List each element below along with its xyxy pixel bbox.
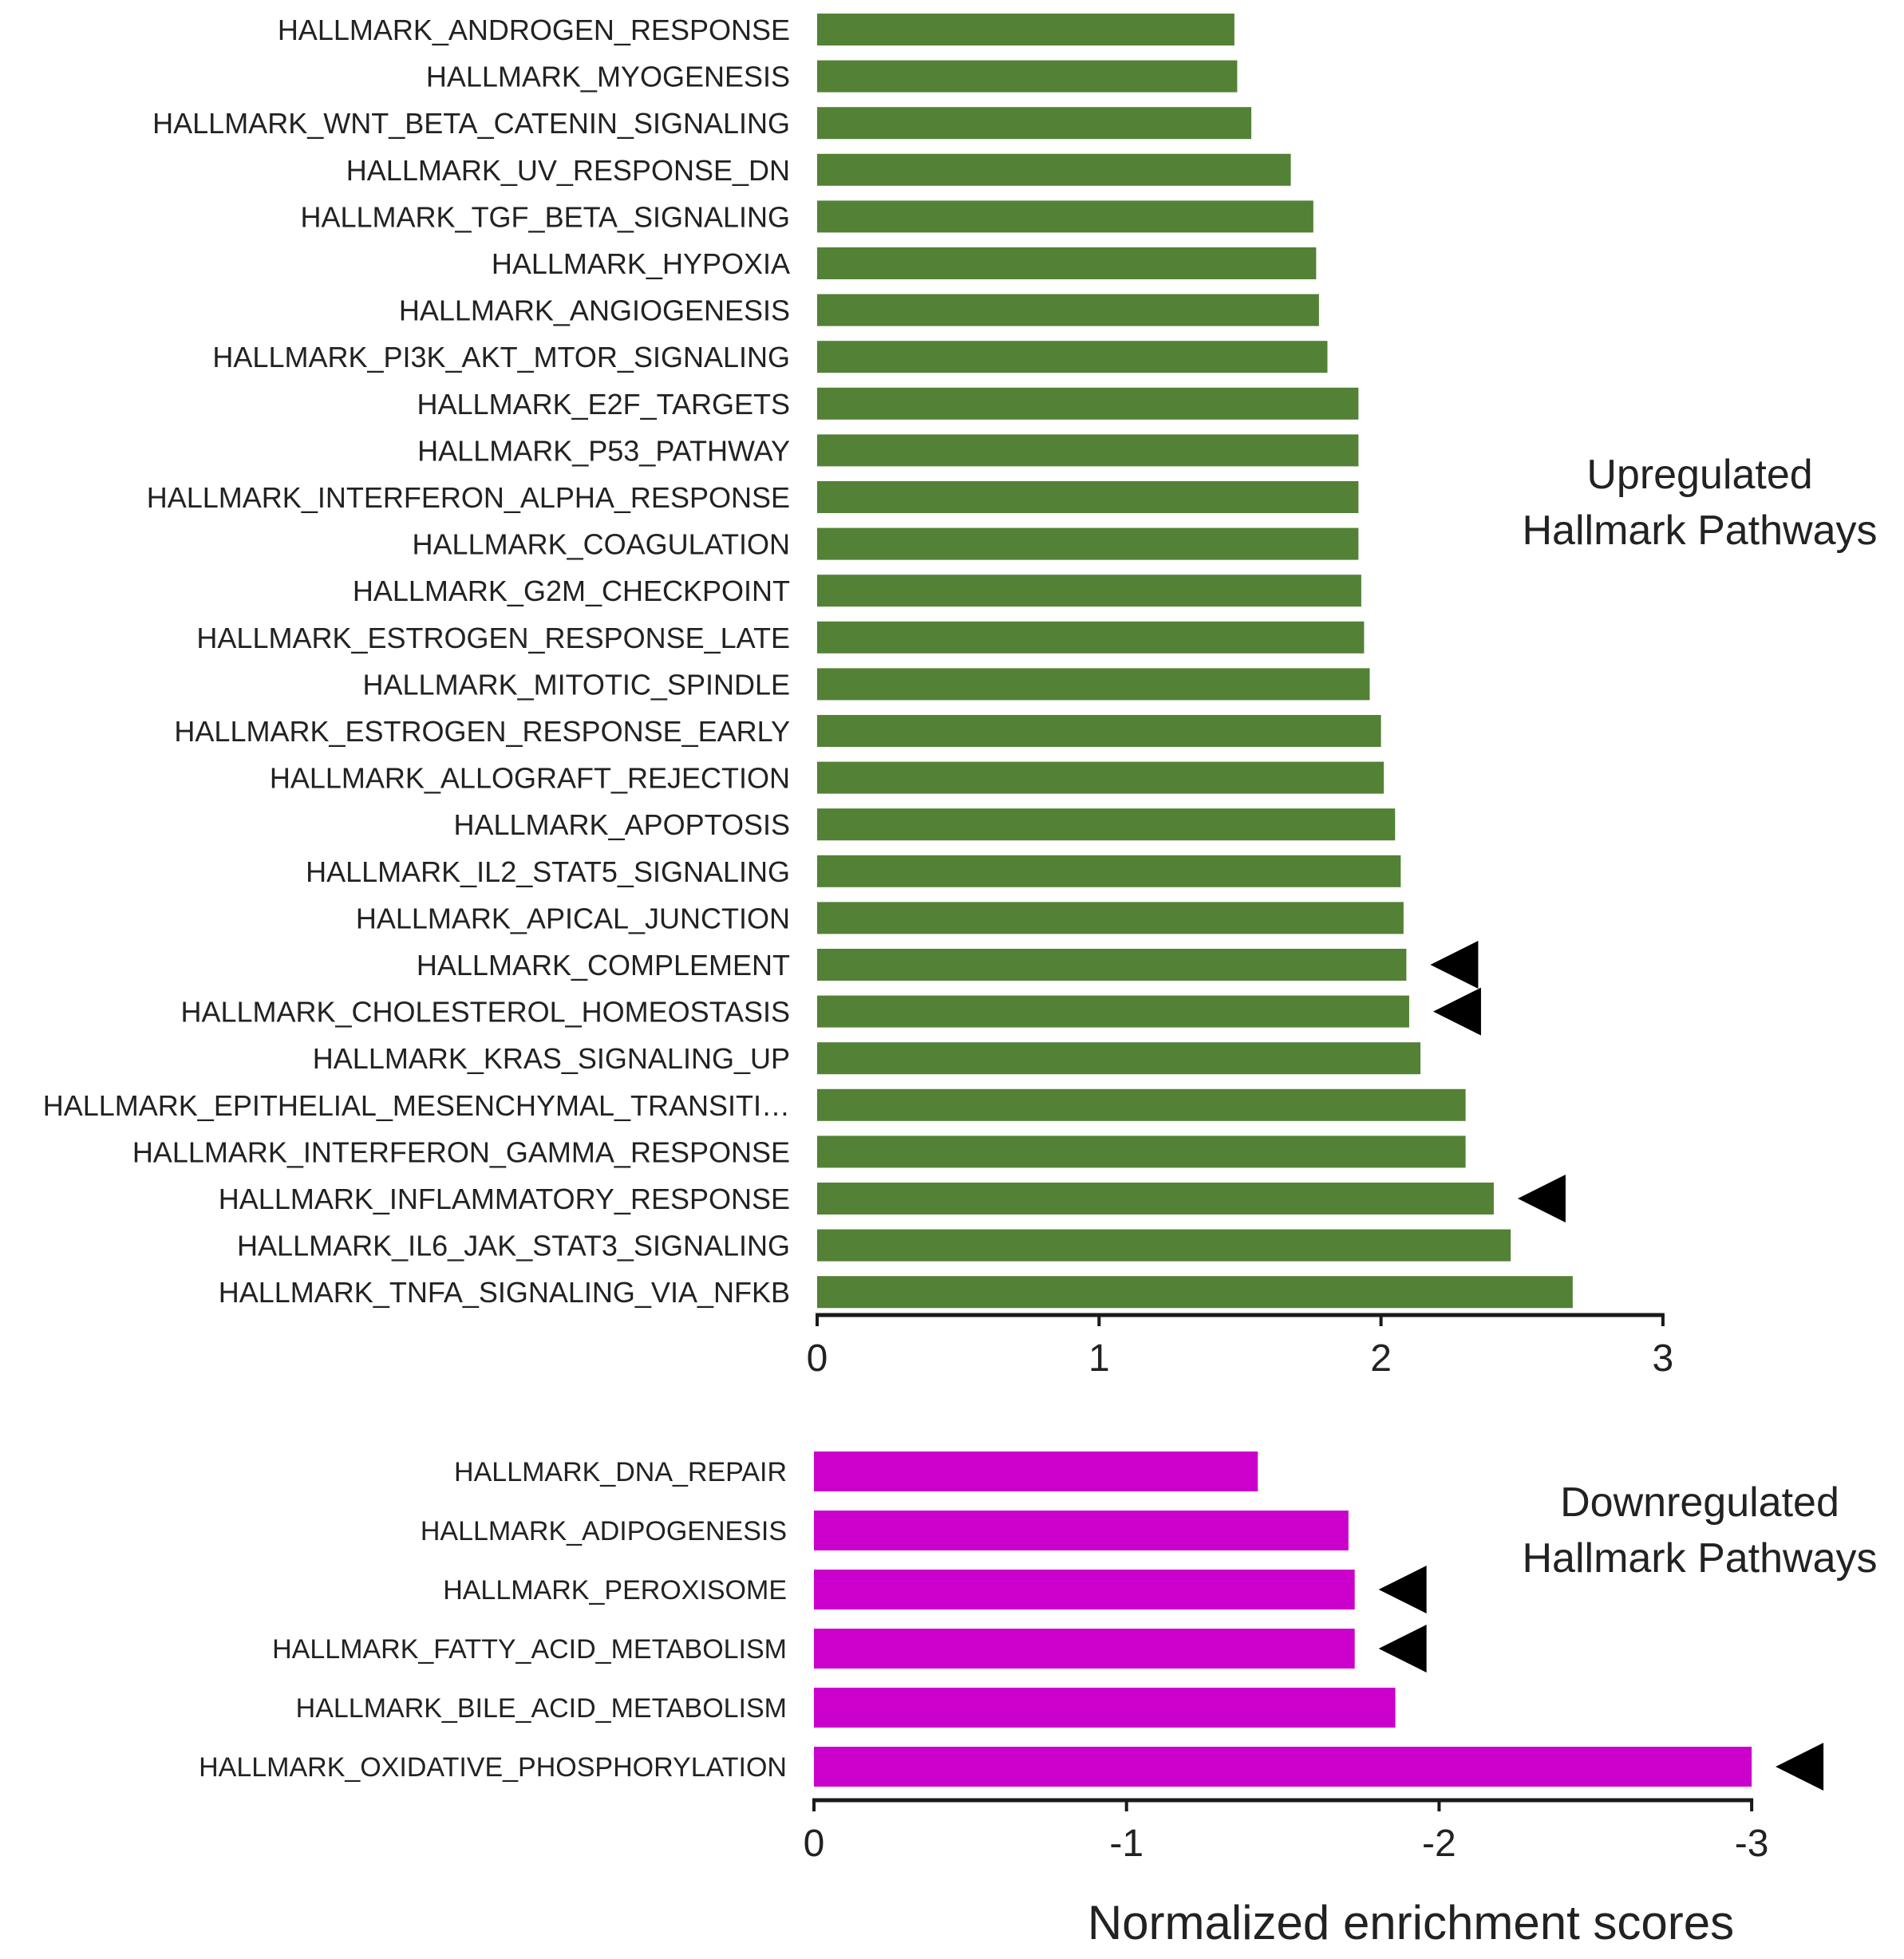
up-category-label: HALLMARK_INTERFERON_ALPHA_RESPONSE [147, 481, 790, 514]
down-bar-hallmark-oxidative-phosphorylation [814, 1747, 1752, 1787]
up-bar-hallmark-inflammatory-response [817, 1183, 1494, 1215]
up-bar-hallmark-coagulation [817, 527, 1359, 560]
up-category-label: HALLMARK_P53_PATHWAY [417, 434, 790, 467]
down-x-tick-label: 0 [804, 1823, 825, 1865]
up-category-label: HALLMARK_IL6_JAK_STAT3_SIGNALING [237, 1230, 790, 1262]
up-highlight-marker-hallmark-cholesterol-homeostasis [1432, 987, 1481, 1036]
up-category-label: HALLMARK_TNFA_SIGNALING_VIA_NFKB [219, 1276, 790, 1309]
up-bar-hallmark-p53-pathway [817, 434, 1359, 467]
up-bar-hallmark-wnt-beta-catenin-signaling [817, 107, 1252, 140]
up-category-label: HALLMARK_ANGIOGENESIS [399, 294, 790, 327]
down-bar-hallmark-adipogenesis [814, 1511, 1349, 1550]
down-category-label: HALLMARK_DNA_REPAIR [454, 1457, 787, 1487]
up-category-label: HALLMARK_COMPLEMENT [417, 949, 790, 981]
down-category-label: HALLMARK_PEROXISOME [443, 1575, 787, 1606]
down-category-label: HALLMARK_OXIDATIVE_PHOSPHORYLATION [199, 1752, 787, 1783]
up-bar-hallmark-apoptosis [817, 808, 1396, 841]
up-bar-hallmark-tgf-beta-signaling [817, 200, 1313, 233]
downregulated-title-line-2: Hallmark Pathways [1522, 1535, 1877, 1582]
up-category-label: HALLMARK_MYOGENESIS [426, 61, 790, 93]
up-category-label: HALLMARK_ESTROGEN_RESPONSE_EARLY [174, 715, 790, 748]
up-x-tick-label: 1 [1088, 1337, 1110, 1380]
up-x-tick-label: 0 [807, 1337, 828, 1380]
downregulated-title-line-1: Downregulated [1560, 1479, 1839, 1526]
up-category-label: HALLMARK_COAGULATION [413, 528, 790, 561]
up-bar-hallmark-estrogen-response-early [817, 715, 1381, 747]
down-highlight-marker-hallmark-oxidative-phosphorylation [1776, 1743, 1824, 1791]
up-category-label: HALLMARK_WNT_BETA_CATENIN_SIGNALING [152, 107, 790, 140]
up-bar-hallmark-g2m-checkpoint [817, 575, 1361, 607]
up-category-label: HALLMARK_APICAL_JUNCTION [356, 902, 790, 934]
up-x-tick-label: 3 [1653, 1337, 1674, 1380]
up-bar-hallmark-uv-response-dn [817, 153, 1291, 186]
up-bar-hallmark-complement [817, 949, 1407, 981]
upregulated-title-line-1: Upregulated [1586, 452, 1812, 498]
down-x-tick-label: -2 [1422, 1823, 1456, 1865]
down-category-label: HALLMARK_ADIPOGENESIS [421, 1516, 787, 1546]
up-category-label: HALLMARK_E2F_TARGETS [417, 388, 790, 421]
downregulated-panel: HALLMARK_DNA_REPAIR HALLMARK_ADIPOGENESIS… [199, 1451, 1824, 1865]
x-axis-title: Normalized enrichment scores [1088, 1896, 1734, 1949]
up-bar-hallmark-kras-signaling-up [817, 1042, 1421, 1075]
down-bar-hallmark-bile-acid-metabolism [814, 1688, 1396, 1728]
up-bar-hallmark-apical-junction [817, 902, 1404, 934]
up-bar-hallmark-tnfa-signaling-via-nfkb [817, 1276, 1573, 1309]
up-category-label: HALLMARK_G2M_CHECKPOINT [353, 575, 790, 607]
up-bar-hallmark-interferon-gamma-response [817, 1136, 1466, 1168]
up-category-label: HALLMARK_TGF_BETA_SIGNALING [300, 200, 790, 233]
up-bar-hallmark-epithelial-mesenchymal-transiti [817, 1088, 1466, 1121]
up-category-label: HALLMARK_ESTROGEN_RESPONSE_LATE [196, 622, 790, 654]
up-bar-hallmark-androgen-response [817, 14, 1234, 45]
upregulated-panel: HALLMARK_ANDROGEN_RESPONSE HALLMARK_MYOGE… [43, 14, 1674, 1380]
down-bar-hallmark-fatty-acid-metabolism [814, 1629, 1355, 1669]
up-bar-hallmark-il6-jak-stat3-signaling [817, 1229, 1511, 1262]
up-bar-hallmark-estrogen-response-late [817, 621, 1365, 654]
down-highlight-marker-hallmark-peroxisome [1378, 1566, 1427, 1613]
up-category-label: HALLMARK_ANDROGEN_RESPONSE [278, 14, 790, 46]
up-category-label: HALLMARK_IL2_STAT5_SIGNALING [306, 855, 790, 888]
up-highlight-marker-hallmark-complement [1430, 941, 1479, 989]
up-bar-hallmark-angiogenesis [817, 294, 1319, 326]
up-category-label: HALLMARK_PI3K_AKT_MTOR_SIGNALING [212, 341, 790, 373]
up-category-label: HALLMARK_CHOLESTEROL_HOMEOSTASIS [180, 996, 790, 1029]
up-bar-hallmark-hypoxia [817, 247, 1317, 279]
upregulated-title-line-2: Hallmark Pathways [1522, 508, 1877, 554]
up-x-tick-label: 2 [1370, 1337, 1392, 1380]
up-category-label: HALLMARK_EPITHELIAL_MESENCHYMAL_TRANSITI… [43, 1089, 790, 1122]
down-bar-hallmark-peroxisome [814, 1570, 1355, 1609]
up-highlight-marker-hallmark-inflammatory-response [1517, 1175, 1566, 1222]
up-category-label: HALLMARK_ALLOGRAFT_REJECTION [270, 762, 790, 795]
up-bar-hallmark-myogenesis [817, 60, 1238, 93]
down-category-label: HALLMARK_BILE_ACID_METABOLISM [296, 1693, 787, 1724]
down-category-label: HALLMARK_FATTY_ACID_METABOLISM [272, 1634, 787, 1665]
up-category-label: HALLMARK_HYPOXIA [492, 247, 790, 280]
up-category-label: HALLMARK_APOPTOSIS [454, 808, 791, 841]
down-highlight-marker-hallmark-fatty-acid-metabolism [1378, 1625, 1427, 1673]
down-x-tick-label: -1 [1109, 1823, 1144, 1865]
up-bar-hallmark-mitotic-spindle [817, 668, 1370, 701]
down-bar-hallmark-dna-repair [814, 1451, 1258, 1491]
up-bar-hallmark-il2-stat5-signaling [817, 855, 1401, 887]
up-category-label: HALLMARK_INTERFERON_GAMMA_RESPONSE [132, 1136, 790, 1168]
up-bar-hallmark-allograft-rejection [817, 761, 1385, 794]
up-bar-hallmark-pi3k-akt-mtor-signaling [817, 341, 1328, 373]
up-bar-hallmark-e2f-targets [817, 387, 1359, 420]
up-bar-hallmark-cholesterol-homeostasis [817, 995, 1409, 1028]
up-category-label: HALLMARK_UV_RESPONSE_DN [346, 154, 790, 187]
up-bar-hallmark-interferon-alpha-response [817, 481, 1359, 513]
up-category-label: HALLMARK_KRAS_SIGNALING_UP [313, 1042, 790, 1075]
up-category-label: HALLMARK_INFLAMMATORY_RESPONSE [219, 1183, 790, 1215]
up-category-label: HALLMARK_MITOTIC_SPINDLE [363, 668, 790, 701]
down-x-tick-label: -3 [1735, 1823, 1769, 1865]
